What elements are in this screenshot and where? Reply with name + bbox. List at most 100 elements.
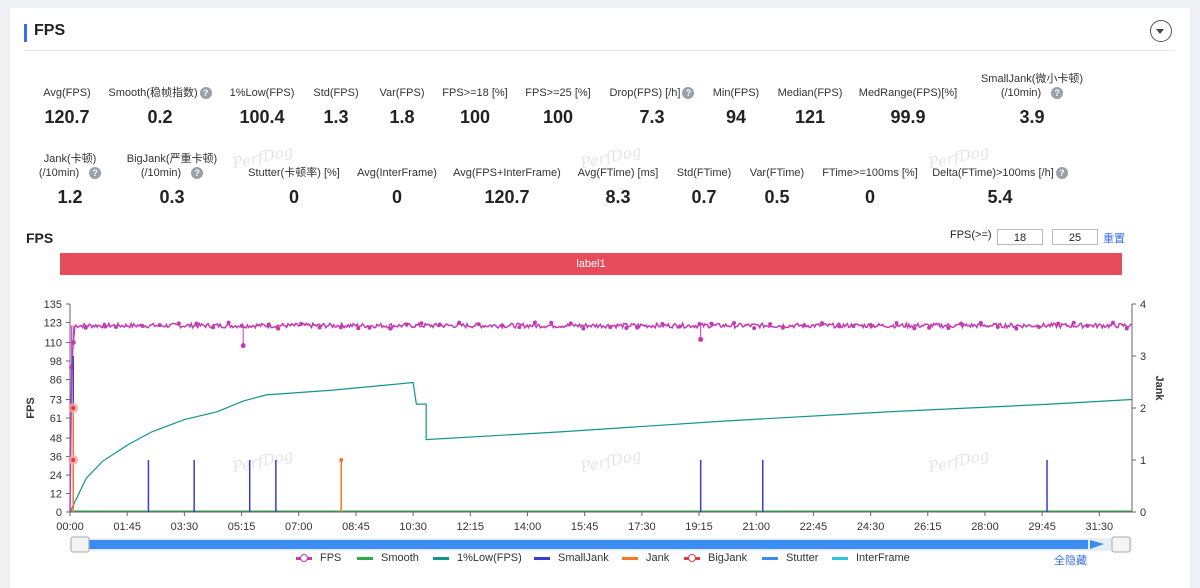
stat-value: 120.7 bbox=[44, 107, 90, 127]
fps-dip-point bbox=[698, 336, 704, 342]
row1-stat: Avg(FPS) 120.7 bbox=[0, 86, 142, 128]
fps-point bbox=[927, 325, 932, 330]
stat-label: 1%Low(FPS) bbox=[229, 87, 295, 99]
row1-stat: Median(FPS) 121 bbox=[735, 86, 885, 128]
help-icon[interactable]: ? bbox=[191, 167, 204, 180]
stat-value: 100.4 bbox=[239, 107, 285, 127]
legend-item[interactable]: Stutter bbox=[762, 552, 818, 564]
reset-link[interactable]: 重置 bbox=[1103, 233, 1125, 245]
row1-stat: MedRange(FPS)[%] 99.9 bbox=[833, 86, 983, 128]
x-tick-label: 05:15 bbox=[228, 521, 256, 533]
fps-point bbox=[1085, 323, 1090, 328]
stat-label: BigJank(严重卡顿) bbox=[126, 153, 218, 165]
stat-label: Var(FTime) bbox=[749, 167, 805, 179]
fps-point bbox=[995, 324, 1000, 329]
row2-stat: Avg(InterFrame) 0 bbox=[322, 166, 472, 208]
legend-item[interactable]: FPS bbox=[296, 552, 341, 564]
fps-point bbox=[404, 322, 409, 327]
fps-point bbox=[1014, 326, 1019, 331]
fps-point bbox=[912, 326, 917, 331]
stat-value: 8.3 bbox=[605, 187, 631, 207]
row1-stat: FPS>=18 [%] 100 bbox=[400, 86, 550, 128]
row1-stat: Min(FPS) 94 bbox=[661, 86, 811, 128]
legend-item[interactable]: Jank bbox=[622, 552, 669, 564]
stat-value: 100 bbox=[459, 107, 491, 127]
x-tick-label: 17:30 bbox=[628, 521, 656, 533]
stat-label-unit: (/10min)? bbox=[957, 86, 1107, 100]
y2-tick-label: 0 bbox=[1140, 507, 1146, 519]
legend-item[interactable]: SmallJank bbox=[534, 552, 609, 564]
y-tick-label: 12 bbox=[50, 489, 62, 501]
fps-point bbox=[367, 325, 372, 330]
row2-stat: Delta(FTime)>100ms [/h]? 5.4 bbox=[925, 166, 1075, 208]
row2-stat: Std(FTime) 0.7 bbox=[629, 166, 779, 208]
fps-point bbox=[113, 325, 118, 330]
zoom-slider-right-handle bbox=[1111, 536, 1131, 553]
stat-label-unit: (/10min)? bbox=[0, 166, 145, 180]
legend-item[interactable]: Smooth bbox=[357, 552, 419, 564]
legend-label: Smooth bbox=[381, 552, 419, 564]
stat-label: MedRange(FPS)[%] bbox=[858, 87, 958, 99]
fps-point bbox=[660, 322, 665, 326]
fps-point bbox=[226, 320, 231, 325]
fps-point bbox=[276, 326, 281, 331]
stat-label: Std(FTime) bbox=[676, 167, 732, 179]
fps-point bbox=[608, 325, 613, 330]
fps-point bbox=[894, 321, 899, 326]
help-icon[interactable]: ? bbox=[682, 87, 695, 100]
legend-swatch bbox=[762, 556, 778, 560]
y-tick-label: 98 bbox=[50, 356, 62, 368]
low-fps-series-line bbox=[69, 381, 1133, 513]
help-icon[interactable]: ? bbox=[1055, 167, 1068, 180]
stat-value: 3.9 bbox=[1019, 107, 1045, 127]
legend-label: Stutter bbox=[786, 552, 819, 564]
x-tick-label: 08:45 bbox=[342, 521, 370, 533]
fps-point bbox=[317, 325, 322, 330]
bigjank-point bbox=[71, 406, 76, 410]
stat-label: Drop(FPS) [/h]? bbox=[577, 86, 727, 100]
row2-stat: Avg(FTime) [ms] 8.3 bbox=[543, 166, 693, 208]
legend-item[interactable]: 1%Low(FPS) bbox=[433, 552, 522, 564]
legend-item[interactable]: InterFrame bbox=[832, 552, 910, 564]
stat-value: 99.9 bbox=[890, 107, 926, 127]
threshold-high-input[interactable]: 25 bbox=[1052, 229, 1098, 245]
zoom-slider-left-handle bbox=[70, 536, 90, 553]
stat-label: Avg(FPS) bbox=[43, 87, 91, 99]
stat-label: Delta(FTime)>100ms [/h]? bbox=[925, 166, 1075, 180]
hide-all-link[interactable]: 全隐藏 bbox=[1054, 555, 1087, 567]
fps-point bbox=[1071, 320, 1076, 325]
help-icon[interactable]: ? bbox=[199, 87, 212, 100]
stat-label: FTime>=100ms [%] bbox=[822, 167, 918, 179]
row1-stat: Smooth(稳帧指数)? 0.2 bbox=[85, 86, 235, 128]
help-icon[interactable]: ? bbox=[89, 167, 102, 180]
x-tick-label: 00:00 bbox=[56, 521, 84, 533]
legend-swatch bbox=[296, 553, 312, 562]
stat-value: 94 bbox=[725, 107, 747, 127]
x-tick-label: 01:45 bbox=[113, 521, 141, 533]
y-tick-label: 0 bbox=[56, 507, 62, 519]
fps-point bbox=[959, 321, 964, 326]
collapse-toggle-icon[interactable] bbox=[1150, 20, 1172, 42]
stat-value: 0.2 bbox=[147, 107, 173, 127]
stat-value: 100 bbox=[542, 107, 574, 127]
y-tick-label: 110 bbox=[44, 338, 62, 350]
stat-value: 1.2 bbox=[57, 187, 83, 207]
x-tick-label: 26:15 bbox=[914, 521, 942, 533]
label-bar[interactable]: label1 bbox=[60, 253, 1122, 275]
fps-point bbox=[1056, 321, 1061, 326]
jank-point bbox=[339, 458, 344, 462]
stat-label: FPS>=18 [%] bbox=[442, 87, 508, 99]
bigjank-point bbox=[71, 458, 76, 462]
threshold-low-input[interactable]: 18 bbox=[997, 229, 1043, 245]
zoom-slider-range bbox=[78, 540, 1088, 549]
x-tick-label: 07:00 bbox=[285, 521, 313, 533]
fps-point bbox=[103, 324, 108, 329]
help-icon[interactable]: ? bbox=[1051, 87, 1064, 100]
stat-value: 0 bbox=[391, 187, 402, 207]
row2-stat: Jank(卡顿) (/10min)? 1.2 bbox=[0, 152, 145, 208]
fps-point bbox=[732, 320, 737, 325]
x-tick-label: 15:45 bbox=[571, 521, 599, 533]
legend-label: InterFrame bbox=[856, 552, 910, 564]
legend-item[interactable]: BigJank bbox=[684, 552, 747, 564]
x-tick-label: 29:45 bbox=[1028, 521, 1056, 533]
